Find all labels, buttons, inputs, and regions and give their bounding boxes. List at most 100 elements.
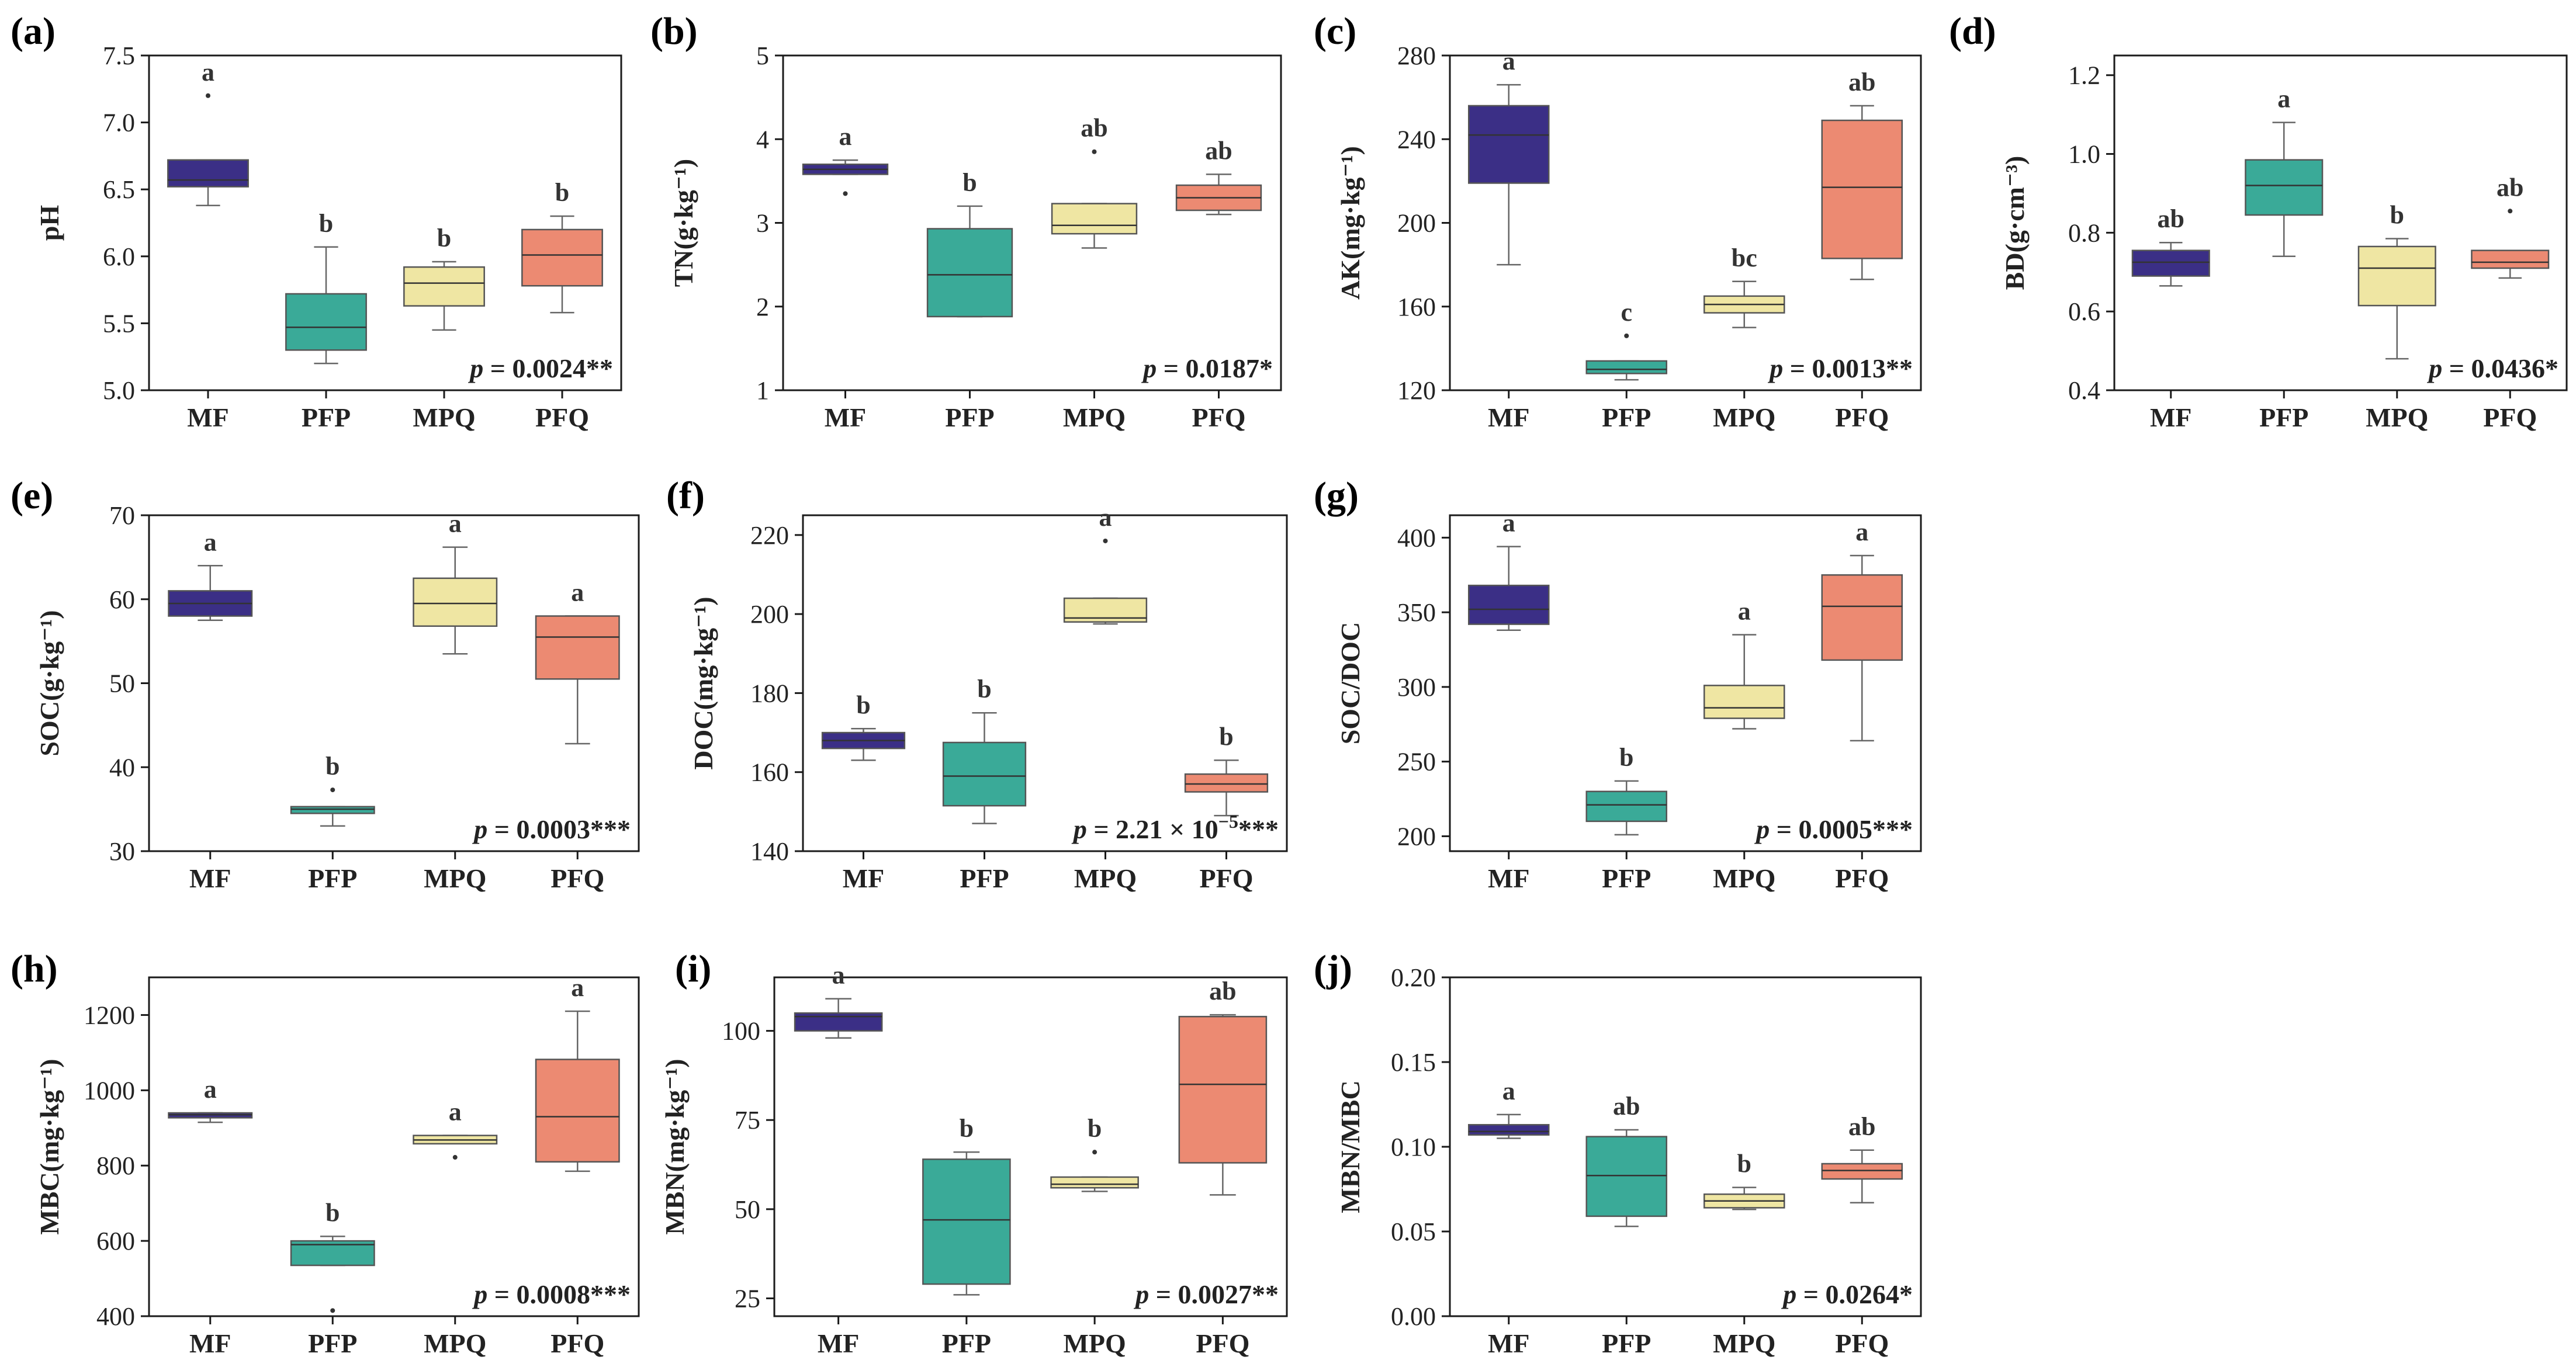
y-tick-label: 60 bbox=[109, 585, 135, 614]
panel-e: (e) 30 40 50 60 70 SOC(g·kg⁻¹) MF a PFP b MPQ a PFQ a p… bbox=[11, 474, 640, 893]
box-mf: MF a bbox=[1467, 509, 1550, 893]
x-tick-label: MF bbox=[1488, 863, 1530, 893]
significance-letter: a bbox=[204, 1075, 217, 1104]
y-tick-label: 5.5 bbox=[103, 309, 135, 338]
iqr-box bbox=[794, 1012, 883, 1032]
iqr-box bbox=[1821, 574, 1903, 661]
p-symbol: p bbox=[1781, 1279, 1796, 1309]
p-symbol: p bbox=[1141, 353, 1157, 383]
iqr-box bbox=[1821, 119, 1903, 259]
panel-label: (f) bbox=[666, 474, 705, 517]
p-value: p = 0.0024** bbox=[468, 353, 613, 383]
box-pfp: PFP b bbox=[922, 1114, 1011, 1358]
p-value-text: = 0.0003*** bbox=[487, 814, 631, 844]
plot-frame bbox=[148, 976, 640, 1317]
y-tick-label: 1.2 bbox=[2068, 61, 2100, 90]
y-tick-label: 240 bbox=[1397, 125, 1436, 154]
p-value: p = 0.0264* bbox=[1781, 1279, 1913, 1309]
box-pfq: PFQ ab bbox=[1175, 136, 1262, 432]
y-tick-label: 200 bbox=[1397, 822, 1436, 851]
p-value: p = 0.0027** bbox=[1133, 1279, 1279, 1309]
p-value-text: = 0.0005*** bbox=[1770, 814, 1913, 844]
box-pfq: PFQ b bbox=[1184, 722, 1269, 893]
outlier-point bbox=[843, 191, 848, 196]
significance-letter: a bbox=[1502, 47, 1515, 75]
y-tick-label: 3 bbox=[756, 209, 769, 238]
x-tick-label: PFQ bbox=[2483, 403, 2537, 432]
significance-letter: b bbox=[1619, 743, 1633, 772]
panel-label: (g) bbox=[1314, 474, 1359, 517]
y-tick-label: 1200 bbox=[84, 1001, 135, 1029]
y-tick-label: 5.0 bbox=[103, 376, 135, 405]
x-tick-label: PFQ bbox=[535, 403, 589, 432]
box-pfp: PFP b bbox=[285, 209, 367, 432]
y-tick-label: 200 bbox=[750, 600, 789, 629]
y-axis-label: AK(mg·kg⁻¹) bbox=[1335, 146, 1365, 300]
x-tick-label: PFP bbox=[942, 1328, 991, 1358]
y-axis-label: SOC(g·kg⁻¹) bbox=[34, 610, 64, 756]
significance-letter: b bbox=[326, 1198, 340, 1227]
iqr-box bbox=[1467, 1124, 1550, 1136]
iqr-box bbox=[1585, 790, 1668, 823]
x-tick-label: PFP bbox=[302, 403, 351, 432]
plot-frame bbox=[1449, 976, 1922, 1317]
significance-letter: a bbox=[832, 961, 845, 990]
p-value-exponent: −5 bbox=[1218, 811, 1238, 832]
box-pfq: PFQ a bbox=[1821, 518, 1903, 893]
box-pfq: PFQ ab bbox=[1821, 68, 1903, 432]
panel-label: (a) bbox=[11, 10, 56, 53]
iqr-box bbox=[1467, 105, 1550, 184]
y-tick-label: 280 bbox=[1397, 41, 1436, 70]
x-tick-label: MPQ bbox=[1063, 403, 1126, 432]
panel-label: (j) bbox=[1314, 948, 1352, 990]
p-value: p = 0.0187* bbox=[1141, 353, 1273, 383]
x-tick-label: MPQ bbox=[1713, 1328, 1775, 1358]
box-mf: MF a bbox=[794, 961, 883, 1358]
significance-letter: b bbox=[977, 675, 991, 703]
y-axis-label: MBC(mg·kg⁻¹) bbox=[34, 1059, 64, 1234]
iqr-box bbox=[535, 1059, 620, 1163]
y-tick-label: 75 bbox=[735, 1106, 760, 1135]
plot-frame bbox=[782, 54, 1282, 391]
x-tick-label: MF bbox=[1488, 403, 1530, 432]
significance-letter: a bbox=[202, 58, 214, 86]
box-mf: MF b bbox=[821, 691, 906, 893]
significance-letter: b bbox=[1219, 722, 1233, 751]
box-mf: MF a bbox=[802, 122, 889, 432]
box-mf: MF a bbox=[1467, 1077, 1550, 1358]
box-mpq: MPQ b bbox=[2357, 200, 2436, 432]
significance-letter: a bbox=[204, 528, 217, 556]
x-tick-label: PFQ bbox=[550, 1328, 604, 1358]
panel-label: (b) bbox=[650, 10, 698, 53]
significance-letter: ab bbox=[2158, 204, 2184, 233]
y-tick-label: 5 bbox=[756, 41, 769, 70]
significance-letter: a bbox=[1855, 518, 1868, 546]
x-tick-label: MPQ bbox=[1063, 1328, 1126, 1358]
box-pfq: PFQ a bbox=[535, 578, 620, 893]
significance-letter: ab bbox=[1205, 136, 1232, 165]
panel-f: (f) 140 160 180 200 220 DOC(mg·kg⁻¹) MF b PFP b MPQ… bbox=[666, 474, 1288, 893]
significance-letter: ab bbox=[1081, 114, 1107, 143]
y-axis-label: SOC/DOC bbox=[1335, 622, 1365, 745]
y-tick-label: 400 bbox=[96, 1302, 135, 1331]
outlier-point bbox=[2508, 209, 2513, 214]
significance-letter: bc bbox=[1732, 244, 1757, 272]
box-mpq: MPQ bc bbox=[1703, 244, 1785, 432]
panel-g: (g) 200 250 300 350 400 SOC/DOC MF a PFP b MPQ a PFQ a… bbox=[1314, 474, 1922, 893]
y-tick-label: 50 bbox=[735, 1195, 760, 1224]
significance-letter: a bbox=[1502, 1077, 1515, 1105]
p-value: p = 0.0436* bbox=[2426, 353, 2558, 383]
significance-letter: a bbox=[1502, 509, 1515, 537]
box-pfp: PFP a bbox=[2245, 85, 2324, 432]
box-pfp: PFP b bbox=[926, 168, 1013, 432]
y-tick-label: 160 bbox=[1397, 293, 1436, 321]
x-tick-label: MPQ bbox=[424, 863, 486, 893]
y-tick-label: 0.20 bbox=[1391, 963, 1436, 992]
y-tick-label: 0.15 bbox=[1391, 1048, 1436, 1077]
box-mf: MF a bbox=[167, 58, 249, 432]
y-tick-label: 6.5 bbox=[103, 175, 135, 204]
y-axis-label: TN(g·kg⁻¹) bbox=[669, 159, 698, 287]
iqr-box bbox=[2357, 245, 2436, 307]
y-tick-label: 160 bbox=[750, 758, 789, 787]
y-tick-label: 1 bbox=[756, 376, 769, 405]
